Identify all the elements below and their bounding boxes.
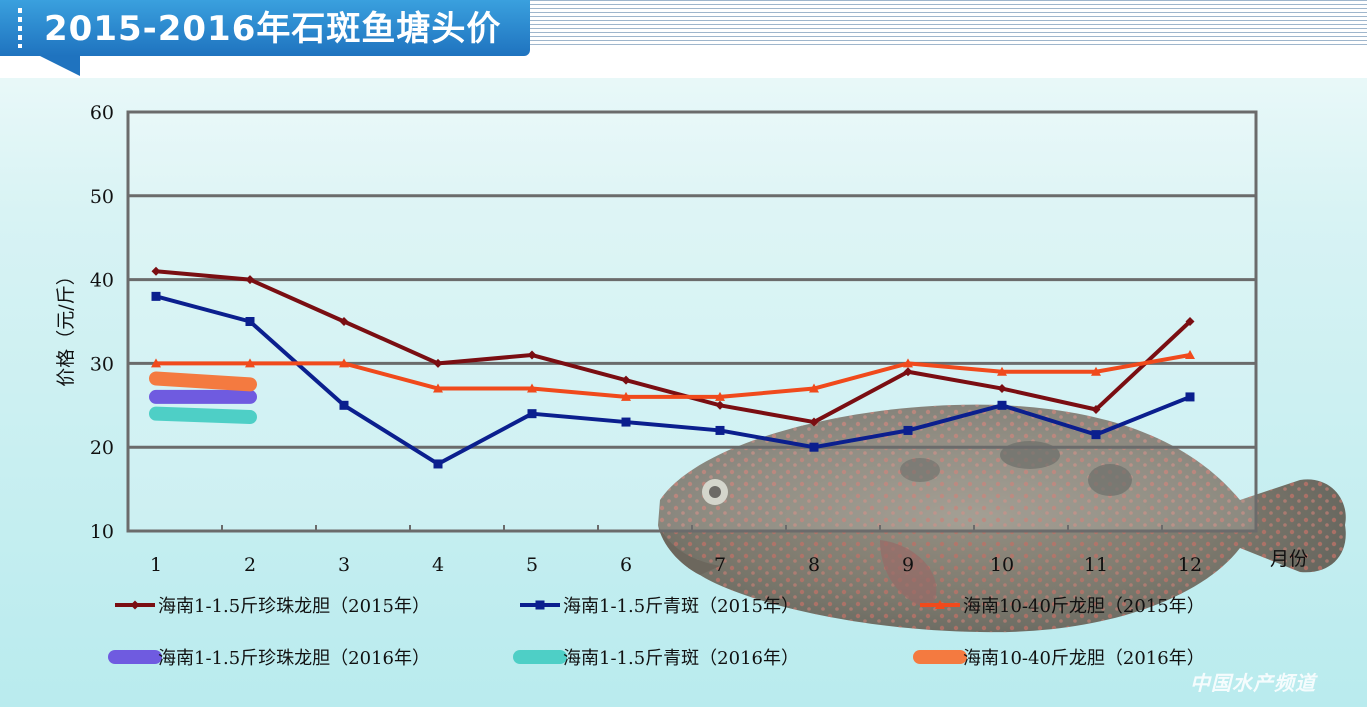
data-point bbox=[527, 350, 537, 360]
x-tick-label: 9 bbox=[902, 554, 914, 576]
x-tick-label: 2 bbox=[244, 554, 256, 576]
y-tick-label: 50 bbox=[90, 186, 114, 208]
data-point bbox=[997, 384, 1007, 394]
data-point bbox=[245, 275, 255, 285]
x-tick-label: 7 bbox=[714, 554, 726, 576]
data-point bbox=[151, 291, 161, 301]
legend-item: 海南10-40斤龙胆（2016年） bbox=[913, 648, 1205, 669]
data-point bbox=[997, 366, 1007, 376]
series-1 bbox=[151, 266, 1195, 427]
data-point bbox=[715, 400, 725, 410]
series-5 bbox=[149, 406, 257, 425]
legend-item: 海南1-1.5斤珍珠龙胆（2015年） bbox=[115, 596, 430, 617]
data-point bbox=[339, 358, 349, 368]
x-axis-title: 月份 bbox=[1270, 548, 1308, 570]
series-line bbox=[155, 269, 1192, 425]
x-tick-label: 8 bbox=[808, 554, 820, 576]
data-point bbox=[809, 383, 819, 393]
legend-label: 海南1-1.5斤珍珠龙胆（2016年） bbox=[158, 648, 430, 669]
series-6 bbox=[149, 371, 257, 392]
data-point bbox=[433, 358, 443, 368]
data-point bbox=[997, 400, 1007, 410]
data-point bbox=[809, 417, 819, 427]
x-tick-label: 5 bbox=[526, 554, 538, 576]
data-point bbox=[809, 442, 819, 452]
y-tick-label: 30 bbox=[90, 353, 114, 375]
y-tick-label: 40 bbox=[90, 270, 114, 292]
data-point bbox=[151, 266, 161, 276]
data-point bbox=[433, 459, 443, 469]
y-tick-label: 20 bbox=[90, 437, 114, 459]
data-point bbox=[339, 400, 349, 410]
data-point bbox=[151, 358, 161, 368]
x-tick-label: 3 bbox=[338, 554, 350, 576]
y-axis-title: 价格（元/斤） bbox=[55, 266, 77, 386]
data-point bbox=[1091, 430, 1101, 440]
legend-label: 海南1-1.5斤青斑（2016年） bbox=[563, 648, 799, 669]
x-tick-label: 11 bbox=[1084, 554, 1108, 576]
legend-label: 海南10-40斤龙胆（2015年） bbox=[963, 596, 1205, 617]
watermark-text: 中国水产频道 bbox=[1190, 671, 1316, 695]
legend-marker bbox=[935, 600, 945, 609]
data-point bbox=[1185, 317, 1195, 326]
data-point bbox=[715, 391, 725, 401]
legend-item: 海南1-1.5斤青斑（2015年） bbox=[520, 596, 799, 617]
y-tick-label: 10 bbox=[90, 521, 114, 543]
data-point bbox=[245, 317, 255, 326]
legend-item: 海南1-1.5斤珍珠龙胆（2016年） bbox=[108, 648, 430, 669]
data-point bbox=[903, 358, 913, 368]
page-title: 2015-2016年石斑鱼塘头价 bbox=[44, 9, 502, 49]
header-stripes bbox=[530, 0, 1367, 46]
legend-label: 海南10-40斤龙胆（2016年） bbox=[963, 648, 1205, 669]
data-point bbox=[433, 383, 443, 393]
data-point bbox=[1091, 366, 1101, 376]
data-point bbox=[621, 417, 631, 427]
legend-marker bbox=[130, 600, 140, 610]
title-dots-decoration bbox=[18, 8, 22, 48]
x-tick-label: 6 bbox=[620, 554, 632, 576]
data-point bbox=[903, 425, 913, 435]
plot-frame bbox=[126, 110, 1258, 533]
x-tick-label: 10 bbox=[990, 554, 1014, 576]
series-line bbox=[149, 371, 257, 392]
series-2 bbox=[151, 291, 1195, 469]
data-point bbox=[715, 425, 725, 435]
data-point bbox=[1185, 392, 1195, 402]
legend-marker bbox=[535, 600, 545, 610]
legend: 海南1-1.5斤珍珠龙胆（2015年） 海南1-1.5斤青斑（2015年） 海南10… bbox=[108, 596, 1205, 669]
grouper-fish-image bbox=[658, 404, 1346, 633]
legend-item: 海南1-1.5斤青斑（2016年） bbox=[513, 648, 799, 669]
series-line bbox=[149, 406, 257, 425]
y-tick-label: 60 bbox=[90, 102, 114, 124]
x-tick-label: 4 bbox=[432, 554, 444, 576]
data-point bbox=[621, 391, 631, 401]
data-point bbox=[1185, 350, 1195, 360]
title-banner-tail bbox=[40, 56, 80, 76]
title-banner bbox=[0, 0, 530, 56]
series-3 bbox=[151, 350, 1195, 401]
data-point bbox=[527, 409, 537, 419]
x-tick-label: 1 bbox=[150, 554, 162, 576]
data-point bbox=[339, 317, 349, 326]
legend-item: 海南10-40斤龙胆（2015年） bbox=[920, 596, 1205, 617]
legend-label: 海南1-1.5斤珍珠龙胆（2015年） bbox=[158, 596, 430, 617]
data-point bbox=[621, 375, 631, 385]
data-point bbox=[527, 383, 537, 393]
series-line bbox=[156, 353, 1191, 399]
data-point bbox=[245, 358, 255, 368]
series-line bbox=[155, 294, 1191, 466]
data-point bbox=[903, 367, 913, 377]
legend-label: 海南1-1.5斤青斑（2015年） bbox=[563, 596, 799, 617]
data-point bbox=[1091, 404, 1101, 414]
x-tick-label: 12 bbox=[1178, 554, 1202, 576]
